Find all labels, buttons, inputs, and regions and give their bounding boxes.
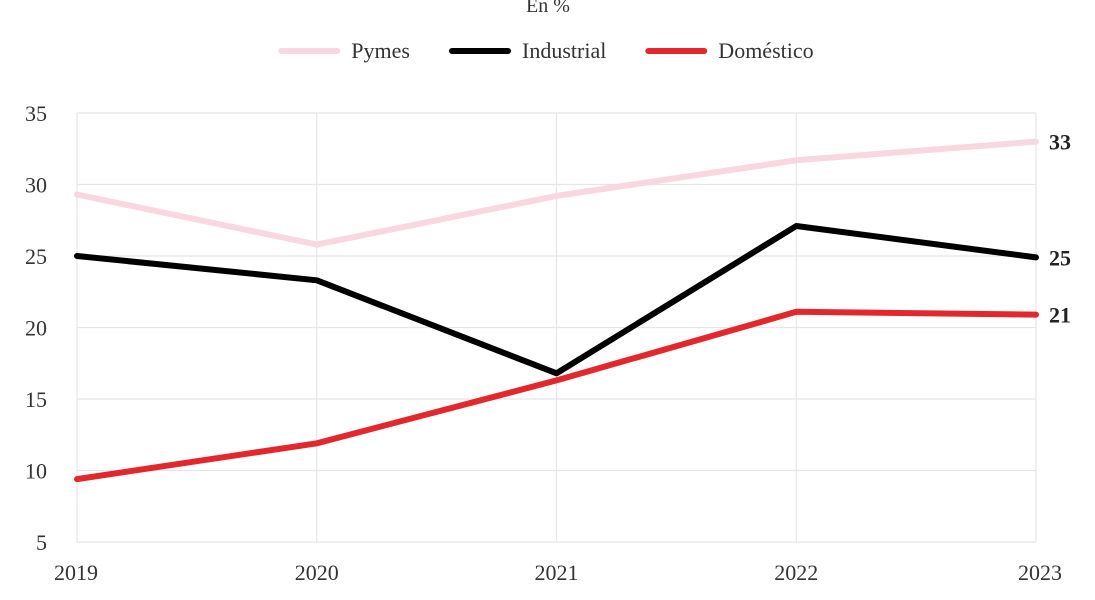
legend-item: Doméstico bbox=[645, 38, 814, 63]
legend-item: Industrial bbox=[449, 38, 606, 63]
x-tick-label: 2022 bbox=[774, 560, 818, 585]
series-line-domestico bbox=[74, 308, 1039, 483]
chart-subtitle: En % bbox=[526, 0, 570, 17]
legend-label: Industrial bbox=[522, 38, 606, 63]
x-tick-label: 2019 bbox=[54, 560, 98, 585]
legend: Pymes Industrial Doméstico bbox=[278, 38, 814, 63]
y-tick-label: 35 bbox=[25, 101, 47, 126]
y-tick-label: 15 bbox=[25, 387, 47, 412]
end-labels: 33 25 21 bbox=[1049, 130, 1071, 328]
y-axis: 5 10 15 20 25 30 35 bbox=[25, 101, 47, 555]
y-tick-label: 30 bbox=[25, 173, 47, 198]
grid bbox=[76, 112, 1037, 543]
y-tick-label: 20 bbox=[25, 316, 47, 341]
x-tick-label: 2021 bbox=[535, 560, 579, 585]
end-value-label: 33 bbox=[1049, 130, 1071, 155]
series-line-industrial bbox=[74, 223, 1039, 377]
series-line-pymes bbox=[74, 138, 1039, 248]
legend-label: Pymes bbox=[351, 38, 410, 63]
end-value-label: 25 bbox=[1049, 245, 1071, 270]
y-tick-label: 5 bbox=[36, 530, 47, 555]
series-group bbox=[74, 138, 1039, 483]
y-tick-label: 10 bbox=[25, 459, 47, 484]
legend-label: Doméstico bbox=[718, 38, 813, 63]
x-axis: 2019 2020 2021 2022 2023 bbox=[54, 560, 1062, 585]
end-value-label: 21 bbox=[1049, 303, 1071, 328]
x-tick-label: 2023 bbox=[1018, 560, 1062, 585]
legend-item: Pymes bbox=[278, 38, 410, 63]
x-tick-label: 2020 bbox=[295, 560, 339, 585]
y-tick-label: 25 bbox=[25, 244, 47, 269]
